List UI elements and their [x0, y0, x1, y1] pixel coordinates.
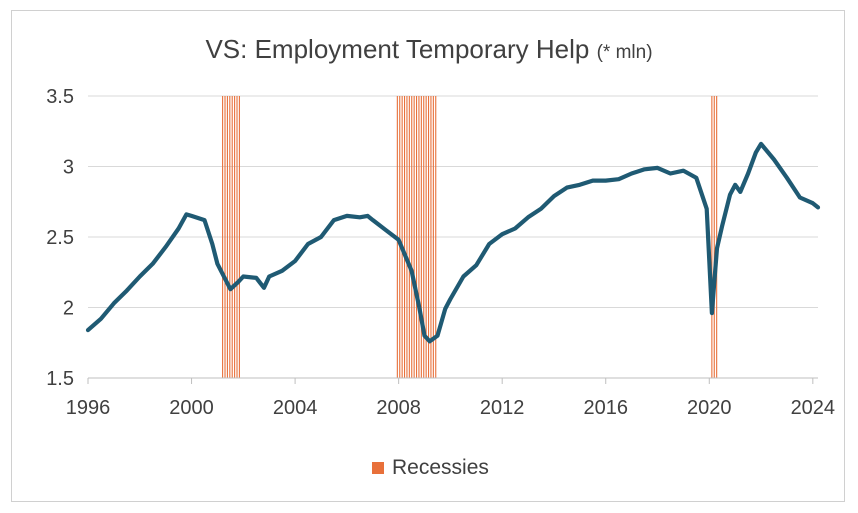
- x-tick-label-2000: 2000: [169, 397, 214, 419]
- legend: Recessies: [372, 456, 489, 480]
- x-tick-label-1996: 1996: [66, 397, 111, 419]
- y-axis-ticks: 1.5 2 2.5 3 3.5: [46, 86, 74, 390]
- recession-band-0: [222, 96, 240, 378]
- legend-swatch-recessies: [372, 462, 384, 474]
- y-tick-label-2.5: 2.5: [46, 227, 74, 249]
- x-tick-label-2004: 2004: [273, 397, 318, 419]
- chart-title: VS: Employment Temporary Help (* mln): [0, 34, 858, 65]
- x-tick-label-2024: 2024: [791, 397, 836, 419]
- y-tick-label-3.5: 3.5: [46, 86, 74, 108]
- x-axis: [87, 377, 818, 384]
- recession-band-1: [396, 96, 437, 378]
- y-tick-label-1.5: 1.5: [46, 368, 74, 390]
- x-axis-ticks: 1996 2000 2004 2008 2012 2016 2020 2024: [66, 397, 835, 419]
- y-tick-label-2: 2: [63, 298, 74, 320]
- chart-title-text: VS: Employment Temporary Help: [205, 34, 590, 64]
- series-lines: [85, 141, 821, 344]
- chart-title-unit: (* mln): [596, 42, 653, 63]
- recession-bands: [222, 96, 718, 378]
- legend-label-recessies: Recessies: [392, 456, 489, 479]
- recession-band-2: [711, 96, 718, 378]
- y-tick-label-3: 3: [63, 157, 74, 179]
- x-tick-label-2008: 2008: [376, 397, 421, 419]
- series-line-0: [85, 141, 821, 344]
- x-tick-label-2012: 2012: [480, 397, 525, 419]
- x-tick-label-2016: 2016: [583, 397, 628, 419]
- x-tick-label-2020: 2020: [687, 397, 732, 419]
